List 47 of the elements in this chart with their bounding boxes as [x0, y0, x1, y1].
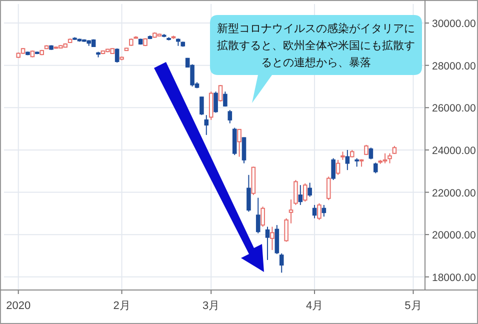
candlestick	[336, 159, 340, 176]
candlestick	[208, 91, 214, 120]
x-tick-label: 5月	[404, 300, 422, 312]
candlestick	[317, 202, 322, 220]
candlestick	[270, 226, 274, 251]
candlestick	[312, 204, 317, 219]
candlestick	[302, 182, 308, 202]
candlestick	[298, 184, 303, 206]
y-tick-label: 18000.00	[432, 272, 476, 284]
candlestick	[331, 158, 336, 180]
candlestick	[308, 182, 312, 198]
x-tick-label: 3月	[202, 300, 220, 312]
x-tick-label: 4月	[306, 300, 324, 312]
candlestick	[274, 224, 280, 255]
candlestick	[237, 128, 242, 158]
candlestick	[326, 176, 331, 201]
x-tick-label: 2月	[113, 300, 130, 312]
y-tick-label: 24000.00	[432, 144, 476, 157]
candlestick	[373, 162, 378, 174]
candlestick	[223, 91, 228, 108]
candlestick	[279, 252, 284, 274]
candlestick	[388, 152, 392, 164]
candlestick	[265, 226, 270, 260]
candlestick	[200, 96, 204, 116]
callout: 新型コロナウイルスの感染がイタリアに拡散すると、欧州全体や米国にも拡散するとの連想から、暴落	[210, 15, 422, 103]
y-tick-label: 22000.00	[432, 187, 476, 200]
candlestick	[242, 136, 246, 164]
candlestick	[214, 91, 218, 114]
y-tick-label: 30000.00	[432, 18, 476, 30]
candlestick	[368, 147, 374, 160]
candlestick	[284, 218, 288, 242]
candlestick	[345, 149, 350, 171]
candlestick	[218, 84, 223, 102]
candlestick	[246, 174, 251, 212]
candlestick	[256, 197, 260, 234]
y-tick-label: 26000.00	[432, 102, 476, 115]
candlestick	[260, 206, 265, 228]
candlestick	[294, 180, 298, 206]
candlestick	[228, 109, 232, 124]
annotation: 新型コロナウイルスの感染がイタリアに拡散すると、欧州全体や米国にも拡散するとの連想から、暴落	[217, 22, 415, 69]
candlestick	[322, 204, 326, 218]
y-tick-label: 28000.00	[432, 60, 476, 72]
y-tick-label: 20000.00	[432, 230, 476, 242]
x-tick-label: 2020	[6, 300, 31, 312]
candlestick	[288, 198, 294, 224]
candlestick	[114, 48, 120, 64]
candlestick	[204, 114, 209, 136]
